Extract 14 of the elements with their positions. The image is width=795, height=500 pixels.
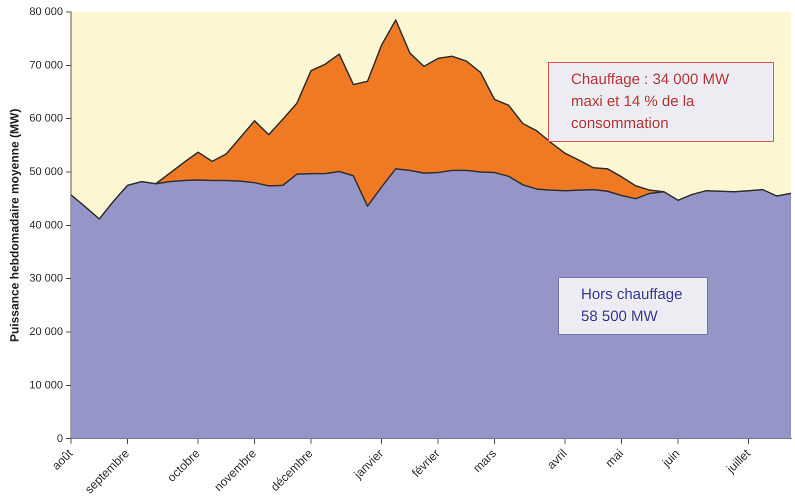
y-tick-label: 10 000 (29, 379, 64, 392)
y-tick-label: 0 (56, 432, 64, 445)
y-tick-label: 70 000 (29, 59, 64, 72)
text-box: Chauffage : 34 000 MW maxi et 14 % de la consommation (548, 62, 774, 142)
y-tick-label: 50 000 (29, 166, 64, 178)
y-axis-title: Puissance hebdomadaire moyenne (MW) (8, 108, 22, 342)
y-tick-label: 60 000 (29, 112, 64, 125)
y-tick-label: 40 000 (29, 219, 64, 232)
x-tick-label: juin (658, 446, 683, 470)
y-tick-label: 30 000 (29, 272, 64, 285)
text-box: Hors chauffage 58 500 MW (558, 277, 708, 335)
y-tick-label: 80 000 (29, 6, 64, 18)
x-tick-label: mai (602, 446, 626, 470)
y-tick-label: 20 000 (29, 326, 64, 338)
